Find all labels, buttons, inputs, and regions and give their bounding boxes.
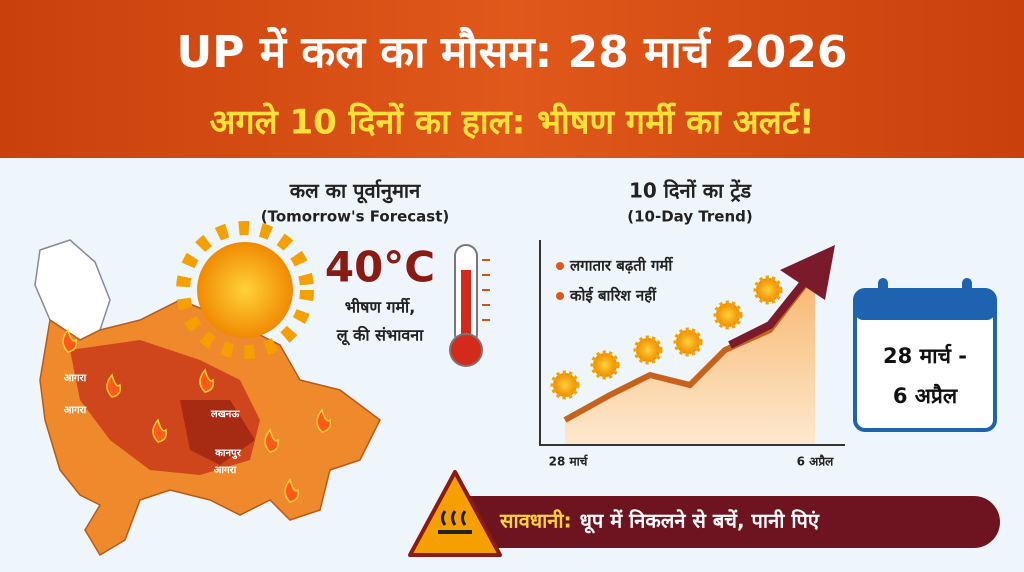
- trend-illustration: [539, 240, 845, 446]
- forecast-description: लू की संभावना: [336, 326, 424, 346]
- warning-bar: [430, 496, 1000, 548]
- calendar-line: 28 मार्च -: [883, 343, 967, 368]
- forecast-heading: कल का पूर्वानुमान: [289, 179, 421, 204]
- warning-icon: [408, 470, 502, 557]
- warning-text: धूप में निकलने से बचें, पानी पिएं: [580, 509, 820, 534]
- trend-heading: 10 दिनों का ट्रेंड: [629, 179, 752, 203]
- temperature: 40°C: [325, 243, 435, 292]
- title: UP में कल का मौसम: 28 मार्च 2026: [176, 26, 847, 78]
- trend-point: लगातार बढ़ती गर्मी: [569, 257, 673, 275]
- city-label: कानपुर: [214, 448, 241, 459]
- calendar-line: 6 अप्रैल: [893, 383, 958, 408]
- trend-start-label: 28 मार्च: [549, 455, 589, 469]
- city-label: आगरा: [64, 405, 87, 416]
- warning-label: सावधानी:: [499, 509, 572, 533]
- trend-end-label: 6 अप्रैल: [797, 455, 835, 469]
- subtitle: अगले 10 दिनों का हाल: भीषण गर्मी का अलर्…: [210, 102, 815, 143]
- trend-point: कोई बारिश नहीं: [569, 287, 657, 305]
- trend-heading-en: (10-Day Trend): [627, 208, 753, 226]
- city-label: लखनऊ: [210, 409, 241, 420]
- sun-icon: [176, 221, 314, 359]
- forecast-description: भीषण गर्मी,: [345, 298, 416, 317]
- header-bar: [0, 0, 1024, 158]
- city-label: आगरा: [214, 465, 237, 476]
- forecast-heading-en: (Tomorrow's Forecast): [261, 208, 450, 226]
- thermometer: [449, 244, 490, 367]
- city-label: आगरा: [64, 373, 87, 384]
- fire-icons: [62, 328, 332, 503]
- calendar-icon: [853, 278, 997, 432]
